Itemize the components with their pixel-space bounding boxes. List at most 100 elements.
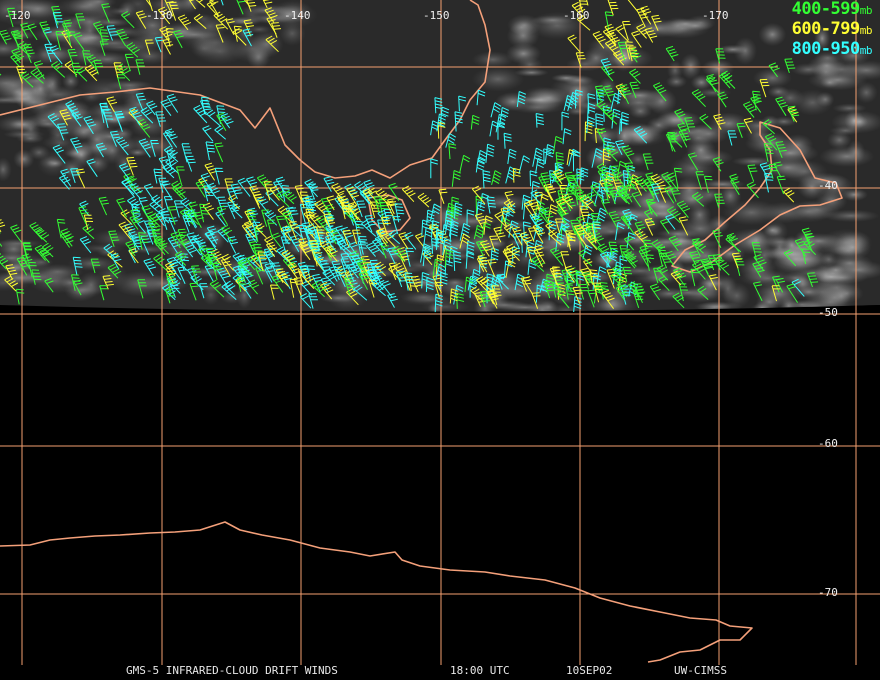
wind-barb <box>319 260 332 276</box>
wind-barb <box>578 249 593 267</box>
wind-barb <box>565 230 576 247</box>
wind-barb <box>465 252 475 269</box>
wind-barb <box>346 264 357 282</box>
wind-barb <box>591 148 603 168</box>
wind-barb <box>165 28 175 47</box>
wind-barb <box>145 0 152 8</box>
cloud-patch <box>0 157 12 182</box>
wind-barb <box>199 283 208 299</box>
wind-barb <box>33 60 45 80</box>
wind-barb <box>775 141 787 158</box>
wind-barb <box>801 227 815 244</box>
wind-barb <box>599 178 611 199</box>
wind-barb <box>249 185 262 206</box>
wind-barb <box>116 197 128 218</box>
wind-barb <box>314 231 325 251</box>
wind-barb <box>281 185 291 202</box>
wind-barb <box>476 201 486 220</box>
wind-barb <box>324 234 337 252</box>
wind-barb <box>436 113 447 132</box>
wind-barb <box>385 232 397 249</box>
wind-barb <box>449 223 459 243</box>
wind-barb <box>574 189 585 206</box>
cloud-patch <box>43 70 62 98</box>
wind-barb <box>4 275 19 292</box>
wind-barb <box>392 216 401 235</box>
wind-barb <box>205 230 219 251</box>
wind-barb <box>138 232 148 250</box>
wind-barb <box>289 278 299 298</box>
wind-barb <box>752 281 763 302</box>
wind-barb <box>336 239 351 256</box>
wind-barb <box>620 111 629 132</box>
cloud-patch <box>105 80 154 91</box>
wind-barb <box>651 14 662 31</box>
cloud-patch <box>855 81 878 104</box>
wind-barb <box>547 229 562 246</box>
wind-barb <box>148 0 153 12</box>
wind-barb <box>5 264 18 280</box>
wind-barb <box>555 152 565 170</box>
lon-label: -150 <box>423 9 450 22</box>
wind-barb <box>340 258 352 273</box>
wind-barb <box>183 242 197 258</box>
wind-barb <box>263 248 275 268</box>
wind-barb <box>83 115 96 135</box>
cloud-patch <box>667 60 684 81</box>
wind-barb <box>322 268 337 286</box>
wind-barb <box>673 167 683 188</box>
wind-barb <box>216 112 228 132</box>
wind-barb <box>678 129 691 148</box>
wind-barb <box>242 28 254 47</box>
cloud-patch <box>844 110 865 131</box>
wind-barb <box>454 202 463 219</box>
lat-label: -70 <box>818 586 838 599</box>
wind-barb <box>531 292 541 309</box>
cloud-patch <box>722 282 751 309</box>
wind-barb <box>114 110 125 129</box>
wind-barb <box>578 0 588 13</box>
wind-barb <box>717 91 729 108</box>
wind-barb <box>17 40 31 58</box>
wind-barb <box>248 240 260 261</box>
wind-barb <box>562 128 572 145</box>
wind-barb <box>695 171 705 191</box>
wind-barb <box>212 262 222 281</box>
cloud-patch <box>701 58 735 78</box>
wind-barb <box>608 241 619 256</box>
wind-barb <box>661 171 675 188</box>
wind-barb <box>530 214 544 232</box>
wind-barb <box>565 187 576 203</box>
wind-barb <box>633 125 648 144</box>
wind-barb <box>405 247 414 267</box>
wind-barb <box>323 213 336 229</box>
wind-barb <box>180 197 195 214</box>
wind-barb <box>308 293 318 309</box>
wind-barb <box>118 221 132 241</box>
wind-barb <box>530 189 542 205</box>
wind-barb <box>500 208 510 228</box>
wind-barb <box>751 242 762 261</box>
wind-barb <box>496 274 506 290</box>
lon-label: -130 <box>146 9 173 22</box>
wind-barb <box>731 252 742 269</box>
wind-barb <box>512 226 523 246</box>
wind-barb <box>10 53 22 68</box>
wind-barb <box>174 250 187 266</box>
wind-barb <box>79 236 92 254</box>
lat-label: -50 <box>818 306 838 319</box>
wind-barb <box>387 247 398 264</box>
wind-barb <box>206 109 222 128</box>
wind-barb <box>39 21 50 41</box>
wind-barb <box>657 246 668 267</box>
wind-barb <box>608 211 621 230</box>
wind-barb <box>753 254 767 272</box>
wind-barb <box>320 277 332 293</box>
wind-barb <box>129 214 141 230</box>
wind-barb <box>713 113 726 130</box>
wind-barb <box>644 27 658 43</box>
wind-barb <box>395 271 407 288</box>
wind-barb <box>636 23 650 39</box>
wind-barb <box>95 142 107 158</box>
cloud-patch <box>220 290 244 304</box>
